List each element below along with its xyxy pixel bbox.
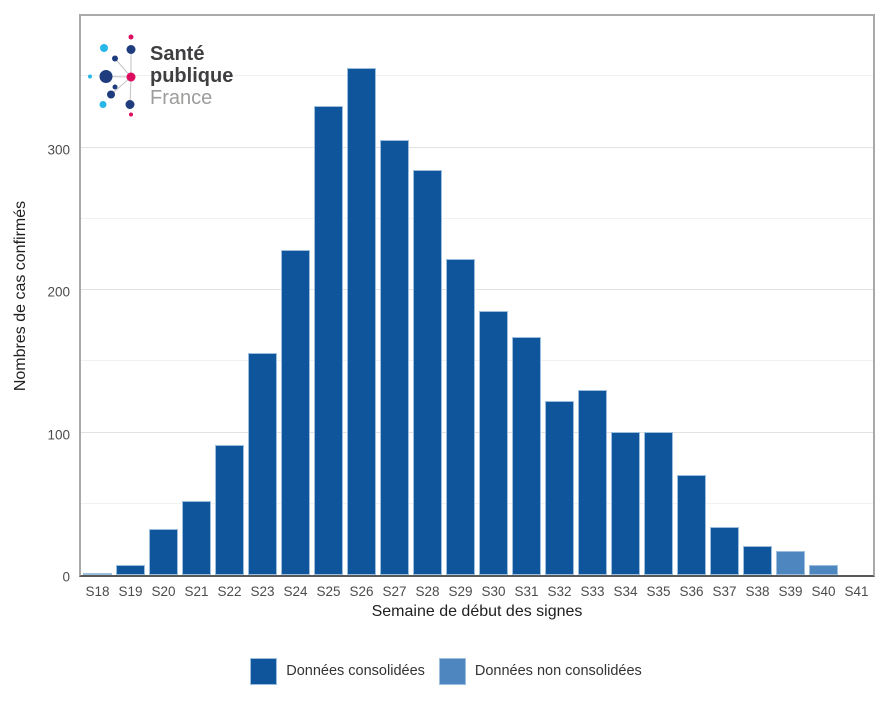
bar-S31: [512, 337, 541, 575]
gridline-250: [81, 217, 873, 219]
legend-item-consolidated: Données consolidées: [250, 657, 425, 685]
x-tick-label-S18: S18: [85, 584, 110, 599]
x-tick-label-S19: S19: [118, 584, 143, 599]
y-tick-label-300: 300: [47, 142, 70, 157]
x-tick-label-S28: S28: [415, 584, 440, 599]
x-tick-label-S20: S20: [151, 584, 176, 599]
y-tick-label-100: 100: [47, 427, 70, 442]
bar-S25: [314, 106, 343, 575]
gridline-100: [81, 431, 873, 433]
bar-S23: [248, 353, 277, 575]
bar-S30: [479, 311, 508, 575]
bar-S35: [644, 432, 673, 575]
bar-S34: [611, 432, 640, 575]
bar-S32: [545, 401, 574, 575]
x-tick-label-S26: S26: [349, 584, 374, 599]
x-tick-label-S23: S23: [250, 584, 275, 599]
legend-item-non-consolidated: Données non consolidées: [438, 657, 642, 685]
logo-text-france: France: [150, 87, 212, 109]
bar-S26: [347, 68, 376, 575]
x-tick-label-S21: S21: [184, 584, 209, 599]
legend: Données consolidées Données non consolid…: [0, 656, 892, 686]
x-tick-label-S41: S41: [844, 584, 869, 599]
bar-S28: [413, 170, 442, 575]
y-axis-title: Nombres de cas confirmés: [12, 200, 29, 392]
bar-S37: [710, 527, 739, 575]
bar-S40: [809, 565, 838, 575]
gridline-350: [81, 75, 873, 77]
bar-S20: [149, 529, 178, 575]
x-tick-label-S35: S35: [646, 584, 671, 599]
legend-label-consolidated: Données consolidées: [286, 663, 425, 679]
x-tick-label-S40: S40: [811, 584, 836, 599]
logo-text-sante: Santé: [150, 43, 204, 65]
gridline-200: [81, 289, 873, 290]
x-tick-label-S39: S39: [778, 584, 803, 599]
gridline-150: [81, 360, 873, 362]
plot-area: [81, 16, 873, 575]
x-tick-label-S31: S31: [514, 584, 539, 599]
legend-label-non-consolidated: Données non consolidées: [474, 663, 642, 679]
legend-key-non-consolidated-swatch: [438, 657, 466, 685]
y-tick-label-0: 0: [62, 569, 70, 585]
x-tick-label-S32: S32: [547, 584, 572, 599]
bar-S22: [215, 445, 244, 575]
x-tick-label-S33: S33: [580, 584, 605, 599]
x-tick-label-S27: S27: [382, 584, 407, 599]
x-tick-label-S22: S22: [217, 584, 242, 599]
bar-S39: [776, 551, 805, 575]
bar-S36: [677, 475, 706, 575]
y-tick-label-200: 200: [47, 284, 70, 300]
bar-S33: [578, 390, 607, 575]
bar-S27: [380, 140, 409, 575]
x-tick-label-S24: S24: [283, 584, 308, 599]
x-tick-label-S25: S25: [316, 584, 341, 599]
x-tick-label-S37: S37: [712, 584, 737, 599]
x-tick-label-S30: S30: [481, 584, 506, 599]
gridline-300: [81, 146, 873, 148]
x-tick-label-S38: S38: [745, 584, 770, 599]
bar-S38: [743, 546, 772, 575]
x-tick-label-S36: S36: [679, 584, 704, 599]
bar-S21: [182, 501, 211, 575]
legend-key-consolidated-swatch: [250, 657, 278, 685]
x-axis-title: Semaine de début des signes: [371, 603, 583, 620]
logo-dots: [88, 34, 136, 117]
plot-panel: [79, 14, 875, 577]
logo-text-publique: publique: [150, 65, 233, 87]
bar-S29: [446, 259, 475, 575]
x-tick-label-S34: S34: [613, 584, 638, 599]
sante-publique-france-logo: Santé publique France: [88, 34, 233, 117]
bar-S19: [116, 565, 145, 575]
bar-S24: [281, 250, 310, 575]
x-tick-label-S29: S29: [448, 584, 473, 599]
gridline-50: [81, 502, 873, 504]
bar-S18: [83, 573, 112, 575]
